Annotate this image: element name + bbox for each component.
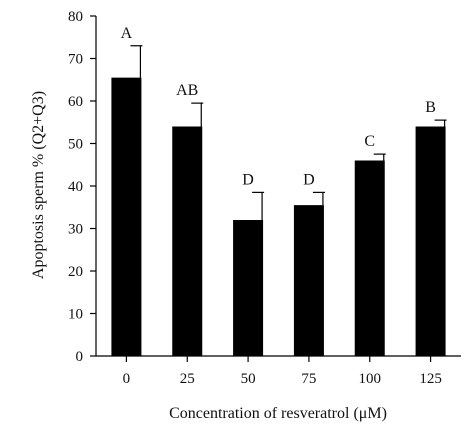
x-tick-label: 25: [180, 371, 195, 387]
significance-letter: A: [121, 25, 133, 42]
bar: [111, 77, 142, 356]
significance-letters: A AB D D C B: [121, 25, 436, 189]
y-tick-label: 70: [68, 52, 83, 68]
y-axis: 0 10 20 30 40 50 60 70 80: [68, 9, 97, 365]
x-tick-label: 50: [241, 371, 256, 387]
significance-letter: D: [303, 171, 315, 188]
x-axis-title: Concentration of resveratrol (μM): [169, 405, 387, 422]
y-tick-label: 10: [68, 307, 83, 323]
y-tick-label: 30: [68, 222, 83, 238]
x-tick-label: 100: [359, 371, 382, 387]
bar: [233, 220, 264, 356]
x-tick-label: 125: [419, 371, 442, 387]
y-tick-label: 50: [68, 137, 83, 153]
bar: [354, 160, 385, 356]
significance-letter: B: [425, 99, 436, 116]
y-tick-label: 60: [68, 94, 83, 110]
bars: [111, 77, 446, 356]
error-bars: [130, 45, 447, 220]
x-tick-label: 0: [123, 371, 131, 387]
y-axis-title: Apoptosis sperm % (Q2+Q3): [30, 91, 47, 279]
significance-letter: C: [364, 133, 375, 150]
bar: [293, 205, 324, 356]
y-tick-label: 80: [68, 9, 83, 25]
x-tick-label: 75: [301, 371, 316, 387]
significance-letter: AB: [176, 82, 198, 99]
significance-letter: D: [242, 171, 254, 188]
y-tick-label: 20: [68, 264, 83, 280]
bar: [415, 126, 446, 356]
x-axis: 0 25 50 75 100 125: [96, 355, 461, 387]
bar: [172, 126, 203, 356]
y-tick-label: 40: [68, 179, 83, 195]
y-tick-label: 0: [76, 349, 84, 365]
